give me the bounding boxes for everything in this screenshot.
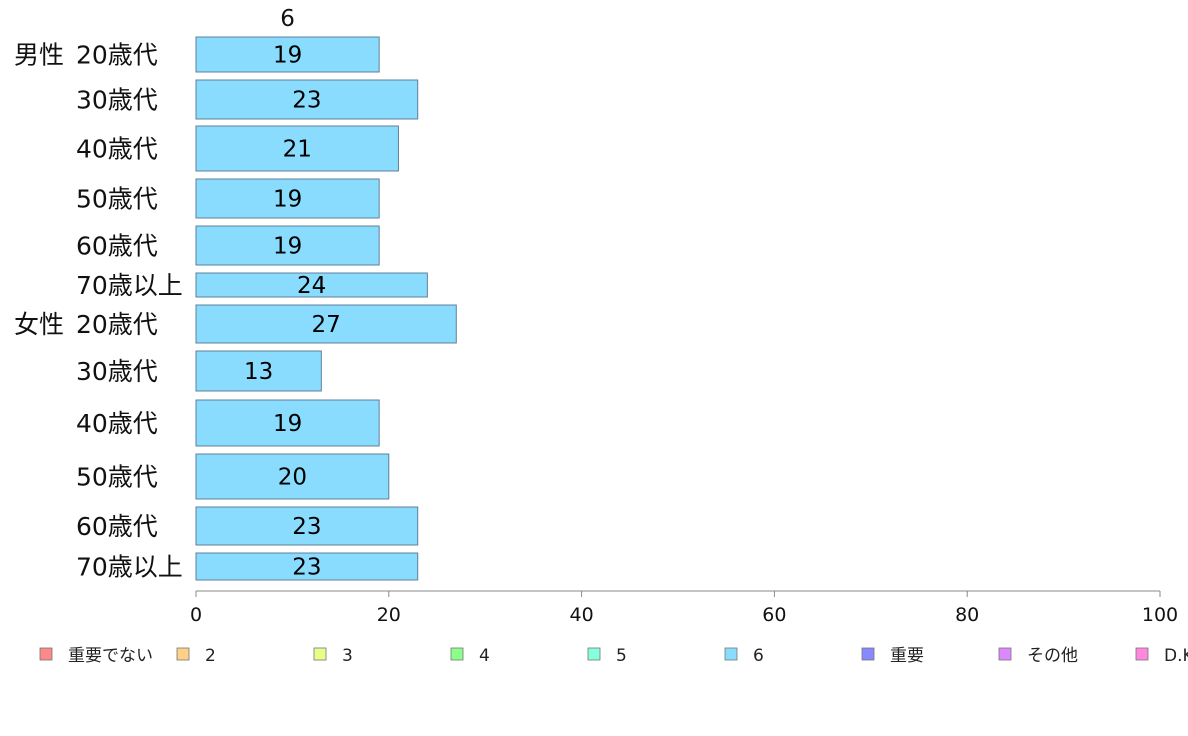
legend-swatch: [1135, 647, 1149, 661]
bar: [195, 399, 380, 447]
legend-swatch: [39, 647, 53, 661]
legend-label: 5: [616, 646, 627, 666]
category-label: 70歳以上: [76, 271, 183, 300]
category-label: 40歳代: [76, 135, 158, 164]
data-label: 13: [244, 359, 273, 385]
bar: [195, 125, 399, 172]
legend-label: 6: [753, 646, 764, 666]
legend-swatch: [450, 647, 464, 661]
x-tick-label: 100: [1142, 604, 1178, 626]
category-label: 30歳代: [76, 86, 158, 115]
category-label: 20歳代: [76, 41, 158, 70]
category-label: 50歳代: [76, 463, 158, 492]
bar: [195, 79, 419, 120]
legend-label: 重要でない: [68, 646, 153, 666]
group-label: 女性: [14, 310, 64, 339]
legend-label: D.K.: [1164, 646, 1188, 666]
legend-swatch: [176, 647, 190, 661]
data-label: 19: [273, 234, 302, 260]
category-label: 70歳以上: [76, 553, 183, 582]
bar: [195, 304, 457, 344]
data-label: 23: [292, 514, 321, 540]
data-label: 21: [283, 137, 312, 163]
category-label: 30歳代: [76, 357, 158, 386]
bar: [195, 178, 380, 219]
data-label: 24: [297, 273, 326, 299]
bar: [195, 552, 419, 581]
x-tick-label: 20: [377, 604, 401, 626]
bar: [195, 225, 380, 266]
segment-header-label: 6: [280, 6, 295, 32]
data-label: 27: [311, 312, 340, 338]
category-label: 40歳代: [76, 409, 158, 438]
legend-swatch: [587, 647, 601, 661]
legend-label: 重要: [890, 646, 924, 666]
data-label: 19: [273, 187, 302, 213]
legend-swatch: [313, 647, 327, 661]
data-label: 20: [278, 465, 307, 491]
category-label: 60歳代: [76, 232, 158, 261]
data-label: 19: [273, 411, 302, 437]
data-label: 19: [273, 43, 302, 69]
legend-swatch: [861, 647, 875, 661]
bar: [195, 350, 322, 392]
x-tick-label: 0: [190, 604, 202, 626]
legend-label: 4: [479, 646, 490, 666]
group-label: 男性: [14, 41, 64, 70]
data-label: 23: [292, 555, 321, 581]
x-tick-label: 60: [762, 604, 786, 626]
data-label: 23: [292, 88, 321, 114]
legend-label: その他: [1027, 646, 1078, 666]
legend-swatch: [724, 647, 738, 661]
category-label: 20歳代: [76, 310, 158, 339]
bar: [195, 272, 428, 298]
legend-label: 3: [342, 646, 353, 666]
legend-label: 2: [205, 646, 216, 666]
legend-swatch: [998, 647, 1012, 661]
category-label: 50歳代: [76, 185, 158, 214]
x-tick-label: 40: [570, 604, 594, 626]
x-tick-label: 80: [955, 604, 979, 626]
bar: [195, 36, 380, 73]
bar: [195, 453, 390, 500]
category-label: 60歳代: [76, 512, 158, 541]
bar: [195, 506, 419, 546]
